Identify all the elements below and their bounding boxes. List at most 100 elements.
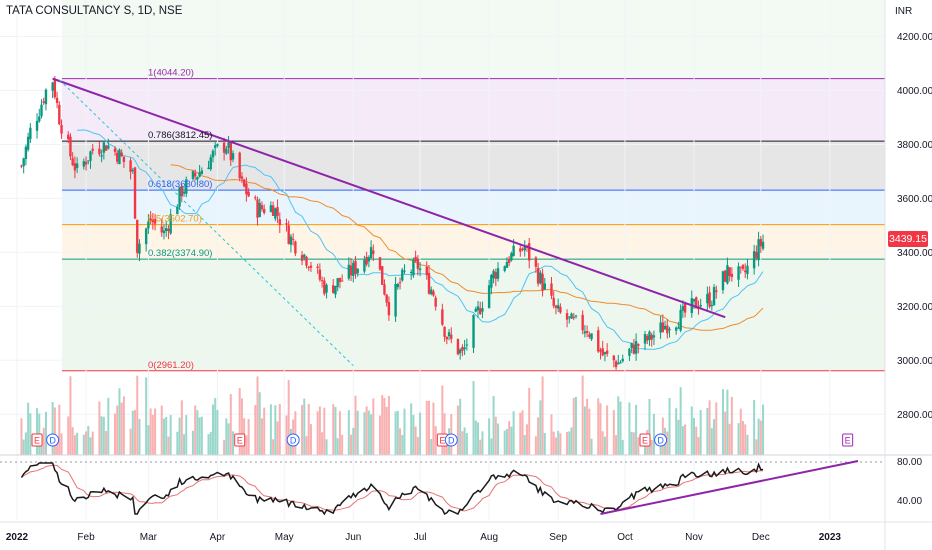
volume-bar bbox=[245, 435, 248, 455]
candle-body bbox=[305, 256, 308, 266]
candle-body bbox=[646, 335, 649, 341]
candle-body bbox=[369, 247, 373, 258]
candle-body bbox=[614, 361, 618, 368]
volume-bar bbox=[44, 411, 47, 455]
volume-bar bbox=[51, 402, 54, 455]
volume-bar bbox=[617, 396, 620, 455]
volume-bar bbox=[211, 404, 214, 455]
candle-body bbox=[316, 266, 319, 268]
volume-bar bbox=[586, 398, 589, 455]
candle-body bbox=[332, 285, 335, 294]
volume-bar bbox=[762, 404, 765, 455]
candle-body bbox=[692, 298, 696, 302]
volume-bar bbox=[53, 407, 56, 455]
candle-body bbox=[372, 250, 375, 254]
dividend-marker bbox=[286, 433, 300, 447]
volume-bar bbox=[599, 403, 602, 455]
y-tick-label: 3600.00 bbox=[897, 194, 932, 205]
candle-body bbox=[715, 290, 718, 293]
candle-body bbox=[434, 297, 437, 307]
candle-body bbox=[356, 268, 359, 274]
x-tick-label: Aug bbox=[480, 532, 498, 543]
candle-body bbox=[162, 230, 166, 234]
volume-bar bbox=[650, 439, 653, 455]
candle-body bbox=[677, 327, 680, 329]
candle-body bbox=[744, 270, 747, 273]
volume-bar bbox=[36, 408, 39, 455]
candle-body bbox=[463, 347, 466, 350]
candle-body bbox=[519, 248, 522, 252]
rsi-line bbox=[20, 462, 764, 516]
volume-bar bbox=[430, 438, 433, 455]
candle-body bbox=[597, 330, 600, 352]
volume-bar bbox=[541, 376, 544, 455]
candle-body bbox=[710, 304, 714, 307]
candle-body bbox=[325, 284, 328, 293]
candle-body bbox=[612, 355, 616, 361]
volume-bar bbox=[372, 398, 375, 455]
volume-bar bbox=[225, 418, 228, 455]
candle-body bbox=[474, 308, 477, 312]
volume-bar bbox=[191, 430, 194, 455]
candle-body bbox=[666, 325, 669, 334]
volume-bar bbox=[730, 396, 733, 455]
volume-bar bbox=[403, 408, 406, 455]
candle-body bbox=[648, 331, 651, 340]
candle-body bbox=[568, 316, 571, 318]
x-tick-label: Mar bbox=[140, 532, 158, 543]
candle-body bbox=[699, 304, 702, 307]
y-tick-label: 4200.00 bbox=[897, 32, 932, 43]
volume-bar bbox=[294, 411, 297, 455]
volume-bar bbox=[29, 413, 32, 455]
volume-bar bbox=[113, 413, 116, 455]
volume-bar bbox=[350, 434, 353, 455]
volume-bar bbox=[552, 431, 555, 455]
volume-bar bbox=[728, 423, 731, 455]
volume-bar bbox=[666, 431, 669, 455]
volume-bar bbox=[385, 406, 388, 455]
candle-body bbox=[723, 270, 727, 282]
candle-body bbox=[323, 280, 326, 294]
volume-bar bbox=[419, 412, 422, 455]
volume-bar bbox=[151, 414, 154, 455]
y-tick-label: 2800.00 bbox=[897, 410, 932, 421]
volume-bar bbox=[737, 423, 740, 455]
candle-body bbox=[487, 285, 491, 308]
candle-body bbox=[554, 305, 558, 308]
candle-body bbox=[465, 344, 469, 346]
volume-bar bbox=[753, 400, 756, 455]
candle-body bbox=[503, 266, 506, 271]
volume-bar bbox=[216, 410, 219, 455]
candle-body bbox=[445, 336, 449, 340]
volume-bar bbox=[759, 420, 762, 455]
candle-body bbox=[757, 239, 760, 261]
candle-body bbox=[643, 333, 647, 344]
volume-bar bbox=[434, 426, 437, 455]
volume-bar bbox=[635, 404, 638, 455]
candle-body bbox=[481, 308, 484, 312]
event-marker-label: D bbox=[49, 436, 56, 446]
candle-body bbox=[494, 272, 498, 279]
candle-body bbox=[291, 238, 295, 240]
earnings-marker bbox=[639, 433, 651, 447]
volume-bar bbox=[238, 388, 241, 455]
candle-body bbox=[116, 152, 119, 162]
candle-body bbox=[510, 253, 513, 261]
volume-bar bbox=[534, 436, 537, 455]
volume-bar bbox=[316, 411, 319, 455]
volume-bar bbox=[22, 439, 25, 455]
candle-body bbox=[367, 257, 371, 262]
volume-bar bbox=[209, 431, 212, 455]
volume-bar bbox=[71, 427, 74, 455]
volume-bar bbox=[490, 438, 493, 455]
volume-bar bbox=[572, 397, 575, 455]
volume-bar bbox=[162, 418, 165, 455]
candle-body bbox=[26, 136, 30, 150]
event-marker-label: E bbox=[439, 436, 445, 446]
volume-bar bbox=[554, 437, 557, 455]
candle-body bbox=[365, 256, 368, 265]
dividend-marker bbox=[654, 433, 668, 447]
volume-bar bbox=[118, 388, 121, 455]
candle-body bbox=[176, 206, 179, 215]
